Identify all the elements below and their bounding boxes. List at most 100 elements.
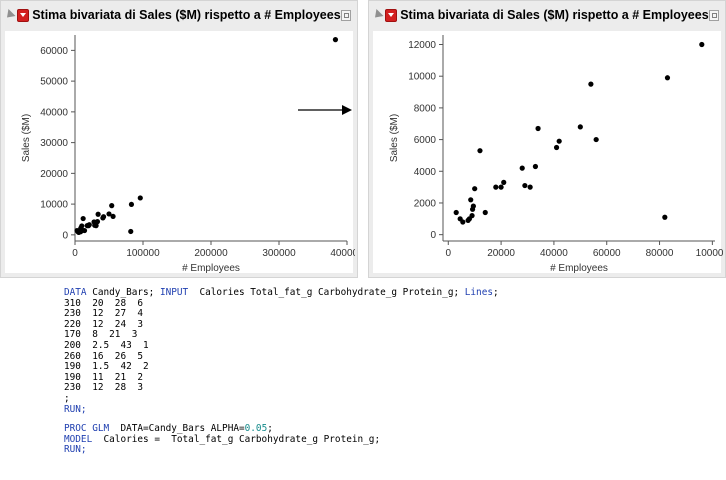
y-tick-label: 40000 [40, 107, 68, 118]
data-point [662, 214, 668, 220]
scatter-plot: 0 100000 200000 300000 400000 0 10000 20000 3000… [21, 35, 355, 274]
data-point [469, 213, 475, 219]
data-point [465, 217, 471, 223]
panel-header: Stima bivariata di Sales ($M) rispetto a… [1, 1, 357, 29]
code-token: 230 12 28 3 [64, 382, 144, 394]
code-token: 190 11 21 2 [64, 371, 144, 383]
disclosure-triangle-icon[interactable] [371, 8, 384, 22]
code-token: 0.05 [244, 423, 268, 435]
x-tick-label: 100000 [696, 248, 723, 259]
code-line: 310 20 28 6 [64, 297, 499, 310]
code-token: Candy_Bars; [86, 287, 160, 298]
data-point [95, 211, 101, 217]
panel-title: Stima bivariata di Sales ($M) rispetto a… [32, 8, 341, 22]
data-point [81, 227, 88, 234]
data-point [128, 201, 135, 208]
code-token: ; [493, 287, 499, 298]
code-token: 260 16 26 5 [64, 350, 144, 362]
code-line: RUN; [64, 404, 499, 416]
data-point [522, 182, 528, 189]
x-tick-label: 400000 [330, 248, 355, 259]
x-axis-label: # Employees [550, 263, 608, 274]
data-point [535, 125, 541, 132]
code-token: ; [267, 423, 273, 435]
data-point [556, 138, 562, 144]
y-tick-label: 4000 [414, 167, 437, 178]
code-line: 220 12 24 3 [64, 318, 499, 331]
data-point [93, 223, 99, 229]
data-point [501, 179, 507, 185]
data-point [482, 209, 488, 216]
data-point [453, 209, 459, 216]
data-point [79, 223, 85, 229]
plot-area: 0 20000 40000 60000 80000 100000 0 2000 4000 6000… [373, 31, 723, 274]
y-tick-label: 30000 [40, 138, 68, 149]
code-line: 260 16 26 5 [64, 350, 499, 363]
code-line: 190 11 21 2 [64, 371, 499, 384]
data-point [472, 186, 478, 192]
window-options-icon[interactable] [708, 9, 719, 21]
code-token: ; [64, 392, 70, 404]
red-triangle-menu-icon[interactable] [385, 8, 398, 22]
x-tick-label: 60000 [593, 248, 621, 259]
code-token: 230 12 27 4 [64, 308, 144, 320]
data-point [469, 206, 476, 212]
code-token: Calories = Total_fat_g Carbohydrate_g Pr… [92, 433, 381, 445]
data-point [577, 124, 583, 130]
code-token: 220 12 24 3 [64, 318, 144, 330]
data-point [137, 195, 143, 201]
code-line: 190 1.5 42 2 [64, 361, 499, 373]
panel-header: Stima bivariata di Sales ($M) rispetto a… [369, 1, 725, 29]
data-point [109, 203, 115, 209]
window-options-icon[interactable] [340, 9, 351, 21]
code-token: Lines [464, 287, 493, 298]
code-token: 310 20 28 6 [64, 297, 144, 309]
code-line: DATA Candy_Bars; INPUT Calories Total_fa… [64, 287, 499, 299]
scatter-plot: 0 20000 40000 60000 80000 100000 0 2000 4000 6000… [389, 35, 723, 274]
data-point [699, 41, 705, 48]
red-triangle-menu-icon[interactable] [17, 8, 30, 22]
data-point [493, 184, 499, 190]
data-point [106, 211, 112, 217]
x-tick-label: 200000 [194, 248, 228, 259]
code-token: MODEL [64, 433, 93, 445]
y-tick-label: 12000 [408, 40, 436, 51]
data-point [477, 148, 483, 154]
arrow-icon [298, 105, 352, 115]
y-axis-label: Sales ($M) [389, 114, 400, 162]
bivariate-panel-right: Stima bivariata di Sales ($M) rispetto a… [368, 0, 726, 278]
code-line: ; [64, 392, 499, 405]
data-point [100, 214, 107, 220]
y-tick-label: 50000 [40, 77, 68, 88]
code-line: PROC GLM DATA=Candy_Bars ALPHA=0.05; [64, 423, 499, 435]
x-tick-label: 20000 [487, 248, 515, 259]
y-tick-label: 10000 [40, 200, 68, 211]
x-axis-label: # Employees [182, 263, 240, 274]
y-tick-label: 2000 [414, 198, 437, 209]
x-tick-label: 80000 [646, 248, 674, 259]
data-point [110, 213, 116, 220]
data-point [460, 219, 466, 225]
y-axis-label: Sales ($M) [21, 114, 32, 162]
y-tick-label: 0 [62, 230, 68, 241]
y-tick-label: 8000 [414, 103, 437, 114]
code-line: 230 12 27 4 [64, 308, 499, 320]
sas-code-block: DATA Candy_Bars; INPUT Calories Total_fa… [64, 287, 499, 456]
code-token: Calories Total_fat_g Carbohydrate_g Prot… [188, 287, 465, 298]
data-point [80, 215, 86, 222]
panel-title: Stima bivariata di Sales ($M) rispetto a… [400, 8, 709, 22]
code-token: DATA [64, 287, 87, 298]
x-tick-label: 100000 [126, 248, 160, 259]
data-point [86, 222, 92, 228]
x-tick-label: 40000 [540, 248, 568, 259]
data-point [593, 136, 599, 143]
code-token: RUN; [64, 444, 87, 456]
y-tick-label: 20000 [40, 169, 68, 180]
x-tick-label: 0 [72, 248, 78, 259]
code-line: 200 2.5 43 1 [64, 340, 499, 352]
data-point [94, 219, 101, 225]
code-token: DATA=Candy_Bars [109, 423, 211, 435]
code-token: 190 1.5 42 2 [64, 361, 149, 373]
disclosure-triangle-icon[interactable] [3, 8, 16, 22]
data-point [553, 144, 560, 151]
